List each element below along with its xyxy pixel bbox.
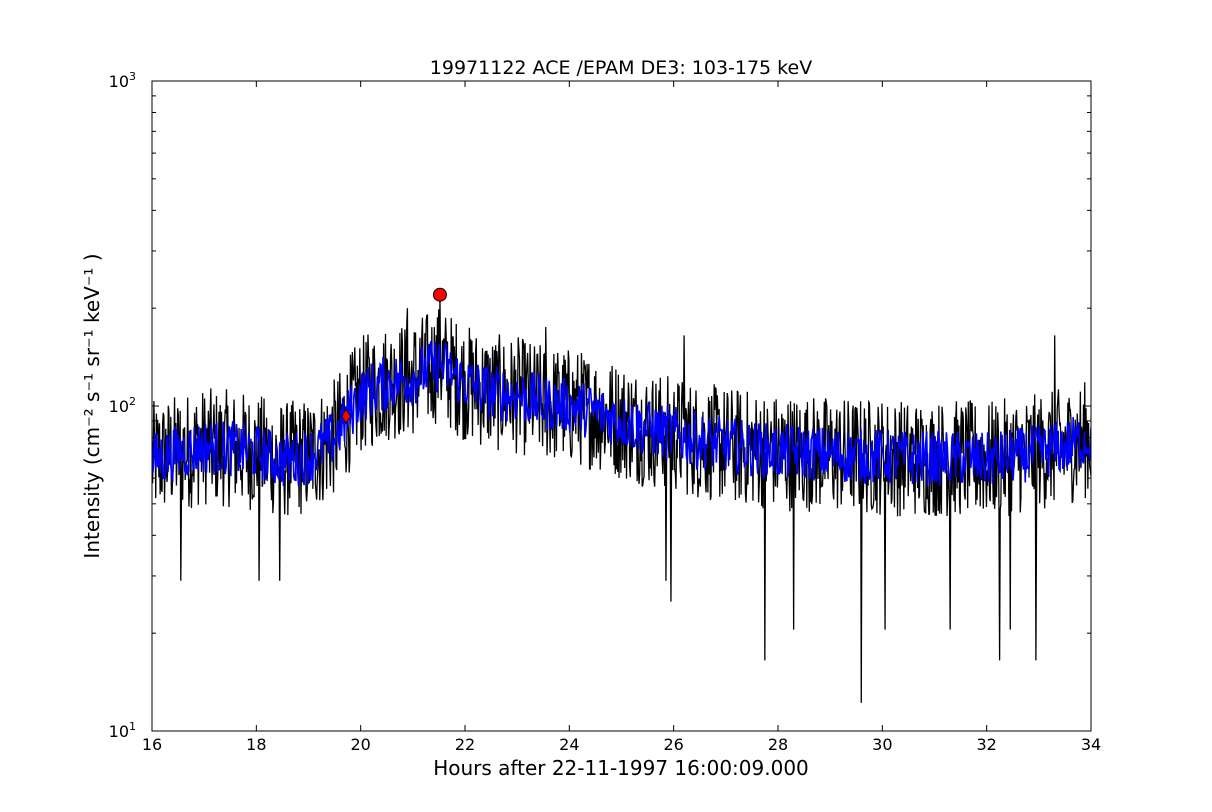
- x-tick-label: 16: [142, 735, 162, 754]
- x-tick-label: 30: [872, 735, 892, 754]
- y-tick-label: 103: [109, 70, 136, 91]
- y-axis: 101 102 103: [109, 70, 1091, 741]
- series-line-raw: [152, 294, 1091, 703]
- x-tick-label: 34: [1081, 735, 1101, 754]
- x-tick-label: 20: [350, 735, 370, 754]
- marker-diamond: [340, 408, 352, 425]
- x-tick-label: 22: [455, 735, 475, 754]
- y-tick-label: 102: [109, 395, 136, 416]
- y-axis-title: Intensity (cm⁻² s⁻¹ sr⁻¹ keV⁻¹ ): [80, 253, 104, 558]
- x-tick-label: 28: [768, 735, 788, 754]
- x-axis: 16 18 20 22 24 26 28 30 32 34: [142, 81, 1101, 754]
- x-tick-label: 24: [559, 735, 579, 754]
- series-line-smoothed: [152, 340, 1091, 487]
- x-tick-label: 26: [663, 735, 683, 754]
- marker-circle: [432, 287, 447, 302]
- x-tick-label: 32: [976, 735, 996, 754]
- chart-title: 19971122 ACE /EPAM DE3: 103-175 keV: [430, 57, 812, 79]
- x-tick-label: 18: [246, 735, 266, 754]
- y-tick-label: 101: [109, 720, 136, 741]
- x-axis-title: Hours after 22-11-1997 16:00:09.000: [433, 756, 809, 780]
- plot-area: [152, 287, 1091, 703]
